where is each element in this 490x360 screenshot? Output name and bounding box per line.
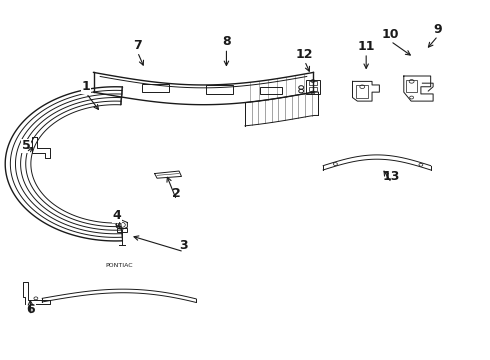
Text: 3: 3 <box>180 239 188 252</box>
Text: 8: 8 <box>222 35 231 49</box>
Text: 2: 2 <box>172 187 181 200</box>
Text: 11: 11 <box>357 40 375 53</box>
Text: 1: 1 <box>82 80 91 93</box>
Bar <box>356 85 368 98</box>
Text: 7: 7 <box>133 39 142 52</box>
Bar <box>406 80 417 92</box>
Text: 10: 10 <box>382 28 399 41</box>
Text: 12: 12 <box>296 48 314 61</box>
Bar <box>309 81 318 85</box>
Bar <box>306 80 320 94</box>
Text: 5: 5 <box>22 139 30 152</box>
Text: 9: 9 <box>434 23 442 36</box>
Text: 4: 4 <box>113 210 122 222</box>
Text: 13: 13 <box>383 170 400 183</box>
Bar <box>309 87 318 91</box>
Bar <box>117 228 127 232</box>
Polygon shape <box>121 87 122 105</box>
Text: 6: 6 <box>26 303 35 316</box>
Text: PONTIAC: PONTIAC <box>105 263 133 268</box>
